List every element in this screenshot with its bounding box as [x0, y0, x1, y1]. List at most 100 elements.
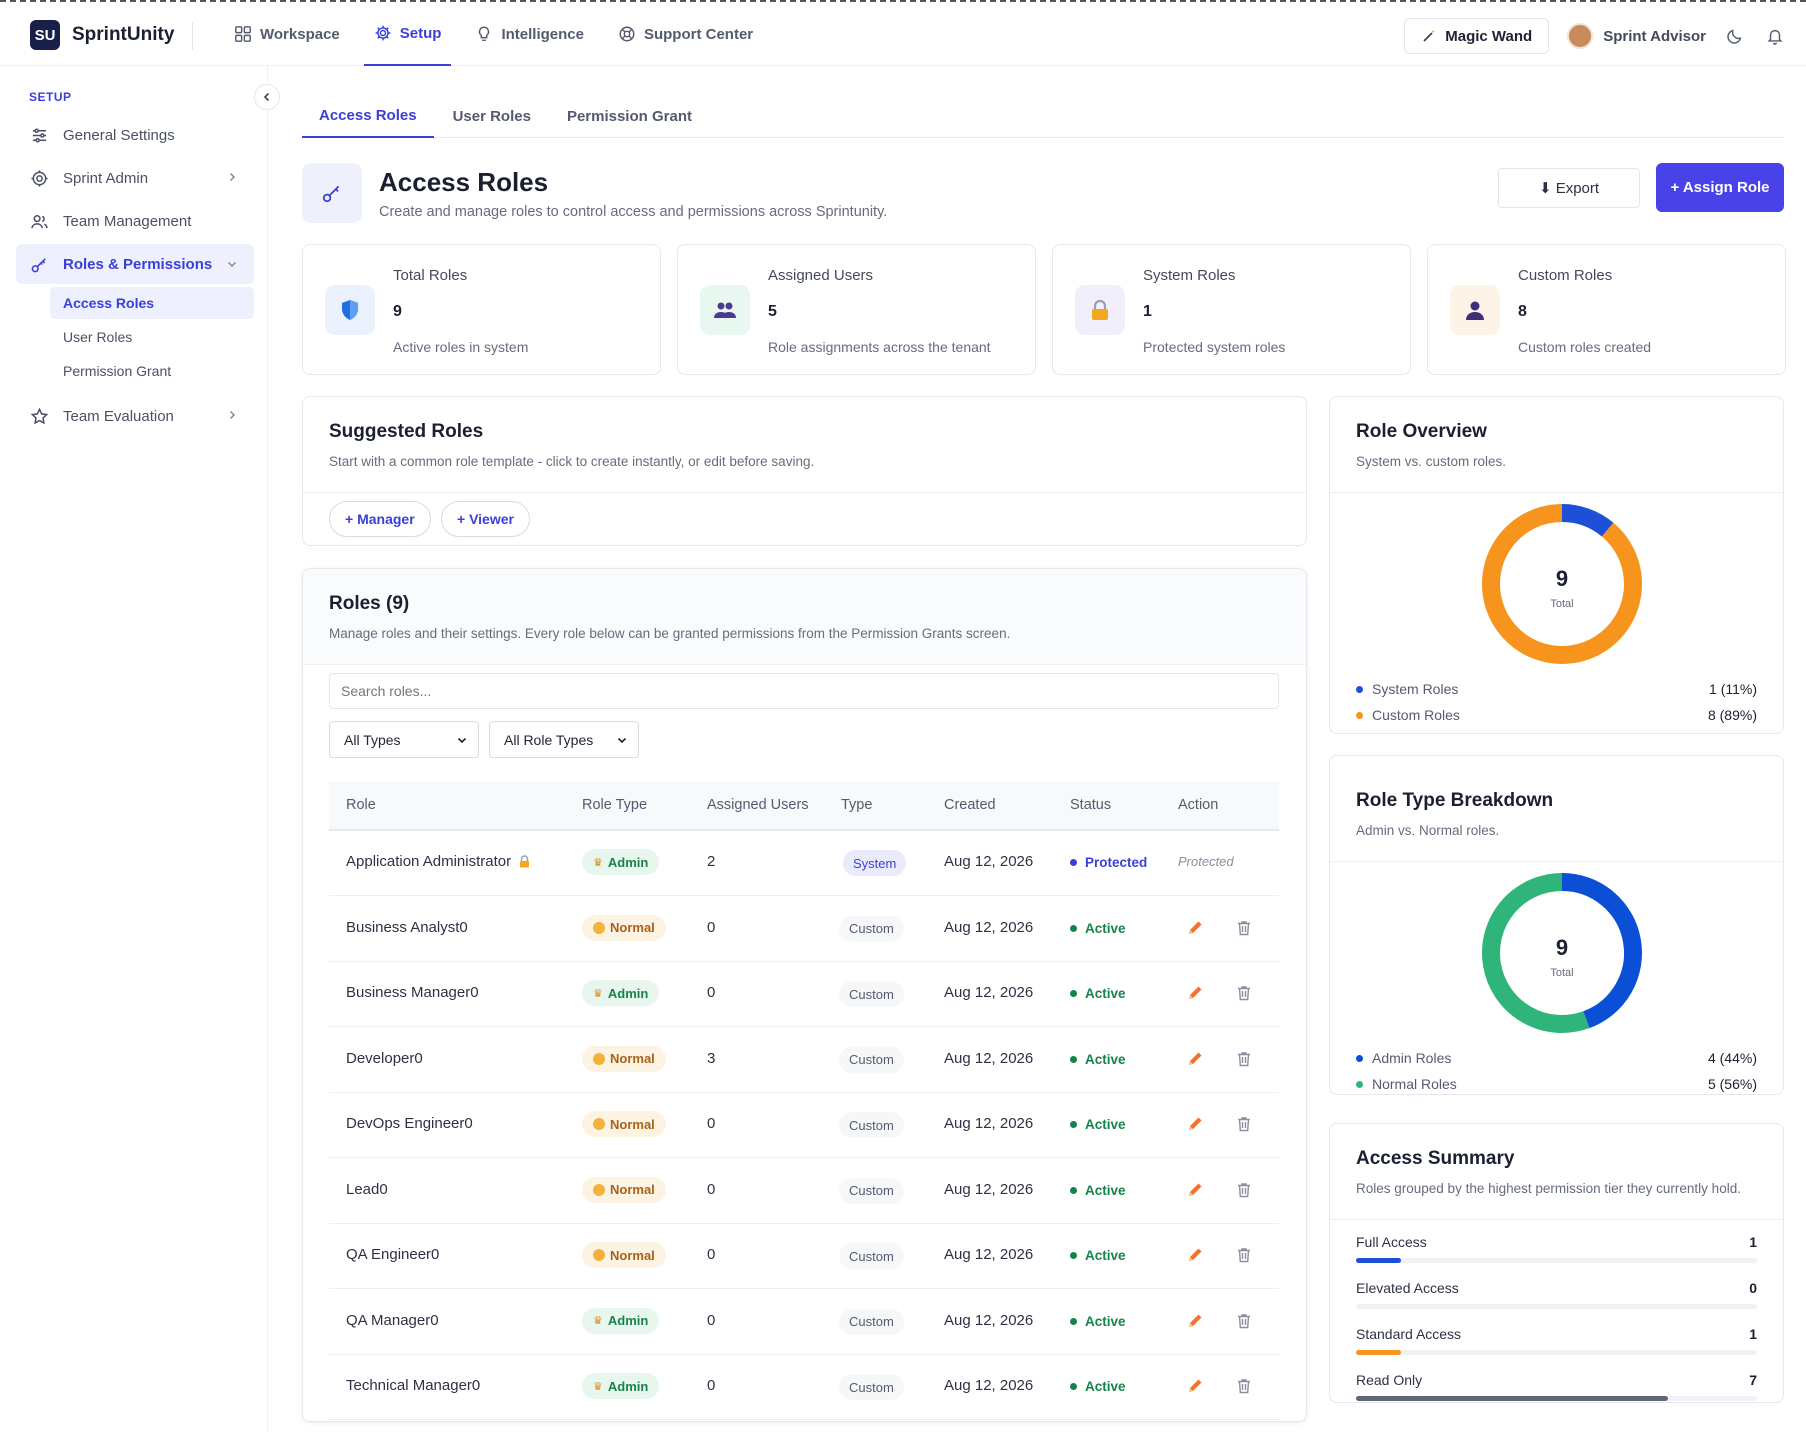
tab-user-roles[interactable]: User Roles [452, 108, 531, 125]
status-dot [1070, 1121, 1077, 1128]
table-row[interactable]: Application Administrator ♛ Admin 2 System Au… [329, 831, 1279, 896]
suggest-viewer-button[interactable]: + Viewer [441, 501, 530, 537]
stat-card-system-roles: System Roles 1 Protected system roles [1052, 244, 1411, 375]
trash-icon[interactable] [1235, 919, 1253, 937]
table-row[interactable]: Business Analyst0 Normal 0 Custom Aug 12, 20… [329, 897, 1279, 962]
column-header[interactable]: Type [841, 797, 873, 813]
edit-icon[interactable] [1186, 1115, 1204, 1133]
tab-permission-grant[interactable]: Permission Grant [566, 108, 692, 125]
collapse-sidebar-button[interactable] [254, 84, 280, 110]
sidebar-item-general-settings[interactable]: General Settings [16, 116, 254, 154]
action-text: Protected [1178, 854, 1234, 869]
role-type-label: Normal [610, 1051, 655, 1066]
table-row[interactable]: Lead0 Normal 0 Custom Aug 12, 2026 Active [329, 1159, 1279, 1224]
sidebar-item-roles-permissions[interactable]: Roles & Permissions [16, 244, 254, 284]
edit-icon[interactable] [1186, 1312, 1204, 1330]
table-header: Role Role Type Assigned Users Type Creat… [329, 781, 1279, 831]
nav-label: Setup [399, 24, 442, 42]
table-row[interactable]: Developer0 Normal 3 Custom Aug 12, 2026 Activ… [329, 1028, 1279, 1093]
tier-bar-track [1356, 1396, 1757, 1401]
face-icon [593, 1052, 605, 1065]
sidebar-subitem-user-roles[interactable]: User Roles [63, 329, 133, 345]
sidebar: SETUP General Settings Sprint Admin Team… [0, 66, 268, 1432]
face-icon [593, 1118, 605, 1130]
card-title: Roles (9) [329, 593, 410, 614]
sidebar-item-team-evaluation[interactable]: Team Evaluation [16, 397, 254, 435]
trash-icon[interactable] [1235, 1312, 1253, 1330]
sidebar-item-label: Team Evaluation [63, 407, 174, 425]
nav-setup[interactable]: Setup [363, 2, 452, 66]
status-dot [1070, 924, 1077, 932]
column-header[interactable]: Status [1070, 797, 1112, 813]
trash-icon[interactable] [1235, 984, 1253, 1002]
tier-count: 1 [1749, 1234, 1757, 1250]
suggest-manager-button[interactable]: + Manager [329, 501, 431, 537]
column-header[interactable]: Assigned Users [707, 797, 809, 813]
nav-workspace[interactable]: Workspace [224, 2, 350, 66]
stat-desc: Custom roles created [1518, 339, 1652, 355]
star-icon [30, 407, 49, 424]
role-type-filter-select[interactable]: All Role Types [489, 721, 639, 758]
page-title: Access Roles [379, 167, 549, 197]
donut-slice [1561, 504, 1614, 537]
notifications-button[interactable] [1764, 25, 1786, 47]
tier-bar-fill [1356, 1258, 1401, 1263]
lightbulb-icon [479, 26, 490, 42]
table-row[interactable]: Business Manager0 ♛ Admin 0 Custom Aug 12, 20… [329, 962, 1279, 1027]
sidebar-item-team-management[interactable]: Team Management [16, 202, 254, 240]
edit-icon[interactable] [1186, 1050, 1204, 1068]
sidebar-subitem-permission-grant[interactable]: Permission Grant [63, 363, 172, 379]
edit-icon[interactable] [1186, 1246, 1204, 1264]
theme-toggle[interactable] [1724, 25, 1746, 47]
role-name-cell: QA Engineer0 [346, 1246, 439, 1263]
status-badge: Protected [1070, 855, 1147, 870]
trash-icon[interactable] [1235, 1181, 1253, 1199]
brand[interactable]: SU SprintUnity [30, 20, 174, 50]
suggested-roles-card: Suggested Roles Start with a common role… [302, 396, 1307, 546]
column-header[interactable]: Role [346, 797, 376, 813]
tier-label: Read Only [1356, 1372, 1423, 1388]
stat-card-custom-roles: Custom Roles 8 Custom roles created [1427, 244, 1786, 375]
trash-icon[interactable] [1235, 1115, 1253, 1133]
type-badge: System [843, 850, 907, 876]
access-tier-row: Elevated Access 0 [1356, 1280, 1757, 1320]
divider [1330, 1219, 1783, 1220]
status-badge: Active [1070, 921, 1126, 936]
table-row[interactable]: Technical Manager0 ♛ Admin 0 Custom Aug 12, 2… [329, 1355, 1279, 1420]
assigned-users-cell: 0 [707, 1115, 716, 1132]
edit-icon[interactable] [1186, 984, 1204, 1002]
sprint-advisor[interactable]: Sprint Advisor [1567, 23, 1706, 49]
edit-icon[interactable] [1186, 919, 1204, 937]
export-button[interactable]: ⬇ Export [1498, 168, 1640, 208]
assign-role-button[interactable]: + Assign Role [1656, 163, 1784, 212]
lock-icon [520, 855, 530, 868]
column-header[interactable]: Action [1178, 797, 1219, 813]
assigned-users-cell: 2 [707, 853, 716, 870]
column-header[interactable]: Created [944, 797, 996, 813]
nav-intelligence[interactable]: Intelligence [465, 2, 594, 66]
magic-wand-button[interactable]: Magic Wand [1404, 18, 1550, 54]
status-label: Active [1085, 1182, 1126, 1198]
nav-support-center[interactable]: Support Center [608, 2, 763, 66]
type-badge: Custom [839, 1374, 904, 1400]
table-row[interactable]: QA Engineer0 Normal 0 Custom Aug 12, 2026 Act… [329, 1224, 1279, 1289]
sidebar-item-sprint-admin[interactable]: Sprint Admin [16, 159, 254, 197]
stat-label: System Roles [1143, 267, 1236, 284]
trash-icon[interactable] [1235, 1246, 1253, 1264]
edit-icon[interactable] [1186, 1181, 1204, 1199]
tab-access-roles[interactable]: Access Roles [302, 95, 434, 138]
trash-icon[interactable] [1235, 1377, 1253, 1395]
type-filter-select[interactable]: All Types [329, 721, 479, 758]
type-badge: Custom [839, 1046, 904, 1073]
type-badge: Custom [839, 1177, 904, 1204]
role-type-badge: Normal [582, 1176, 666, 1203]
table-row[interactable]: QA Manager0 ♛ Admin 0 Custom Aug 12, 2026 Acti… [329, 1290, 1279, 1355]
trash-icon[interactable] [1235, 1050, 1253, 1068]
edit-icon[interactable] [1186, 1377, 1204, 1395]
table-row[interactable]: DevOps Engineer0 Normal 0 Custom Aug 12, 202… [329, 1093, 1279, 1158]
search-input[interactable] [329, 673, 1279, 709]
column-header[interactable]: Role Type [582, 797, 648, 813]
divider [1330, 492, 1783, 493]
role-overview-donut: 9 Total [1482, 504, 1642, 664]
sidebar-subitem-access-roles[interactable]: Access Roles [50, 287, 254, 319]
